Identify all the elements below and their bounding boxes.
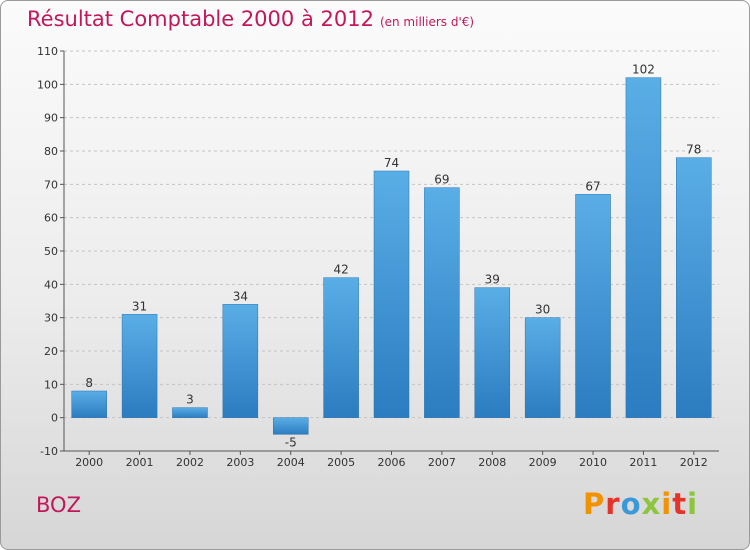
x-tick-label: 2005 <box>327 456 355 469</box>
value-label-2008: 39 <box>485 273 500 287</box>
y-tick-label: 30 <box>44 312 58 325</box>
commune-name: BOZ <box>36 493 81 517</box>
value-label-2011: 102 <box>632 63 655 77</box>
y-tick-label: 60 <box>44 212 58 225</box>
value-label-2010: 67 <box>585 179 600 193</box>
x-tick-label: 2001 <box>126 456 154 469</box>
y-tick-label: 20 <box>44 345 58 358</box>
chart-title: Résultat Comptable 2000 à 2012 (en millie… <box>27 7 474 31</box>
value-label-2003: 34 <box>233 289 248 303</box>
logo-letter: t <box>672 487 688 521</box>
y-tick-label: 0 <box>51 412 58 425</box>
value-label-2007: 69 <box>434 173 449 187</box>
bar-2010 <box>575 194 611 418</box>
x-tick-label: 2010 <box>579 456 607 469</box>
bar-2003 <box>222 304 259 418</box>
bar-2011 <box>625 77 662 418</box>
value-label-2000: 8 <box>85 376 93 390</box>
bar-2006 <box>373 170 410 418</box>
proxiti-logo: Proxiti <box>583 487 698 521</box>
data-labels: 8 31 3 34 -5 42 74 69 39 30 67 102 78 <box>85 63 701 450</box>
y-tick-label: 50 <box>44 245 58 258</box>
x-tick-label: 2002 <box>176 456 204 469</box>
bar-2000 <box>71 390 107 418</box>
x-tick-label: 2011 <box>629 456 657 469</box>
logo-letter: P <box>583 487 606 521</box>
bars <box>71 77 712 435</box>
x-tick-label: 2007 <box>428 456 456 469</box>
x-tick-label: 2012 <box>680 456 708 469</box>
chart-title-main: Résultat Comptable 2000 à 2012 <box>27 7 374 31</box>
logo-letter: o <box>620 487 642 521</box>
y-tick-label: 110 <box>37 45 58 58</box>
logo-letter: r <box>605 487 621 521</box>
x-tick-label: 2009 <box>529 456 557 469</box>
value-label-2006: 74 <box>384 156 399 170</box>
y-tick-label: 10 <box>44 378 58 391</box>
value-label-2005: 42 <box>333 263 348 277</box>
logo-letter: x <box>641 487 662 521</box>
chart-subtitle: (en milliers d'€) <box>379 15 475 29</box>
y-tick-label: 80 <box>44 145 58 158</box>
x-tick-label: 2003 <box>226 456 254 469</box>
bar-2002 <box>172 407 208 418</box>
y-tick-label: 90 <box>44 112 58 125</box>
value-label-2012: 78 <box>686 143 701 157</box>
bar-2004 <box>272 417 309 435</box>
bar-2012 <box>676 157 712 418</box>
value-label-2009: 30 <box>535 303 550 317</box>
value-label-2001: 31 <box>132 299 147 313</box>
bar-2001 <box>121 314 158 418</box>
bar-2008 <box>474 287 511 418</box>
bar-2005 <box>323 277 359 418</box>
bar-2009 <box>524 317 561 418</box>
y-tick-label: 70 <box>44 178 58 191</box>
bar-2007 <box>424 187 460 418</box>
x-tick-label: 2008 <box>478 456 506 469</box>
logo-letter: i <box>687 487 699 521</box>
value-label-2004: -5 <box>285 435 297 449</box>
x-tick-label: 2004 <box>277 456 305 469</box>
y-tick-label: 40 <box>44 278 58 291</box>
x-tick-label: 2000 <box>75 456 103 469</box>
value-label-2002: 3 <box>186 393 194 407</box>
logo-letter: i <box>661 487 673 521</box>
y-tick-label: 100 <box>37 78 58 91</box>
axes: -10 0 10 20 30 40 50 60 70 80 90 100 110 2000 2001 2002… <box>37 45 719 469</box>
x-tick-label: 2006 <box>378 456 406 469</box>
y-tick-label: -10 <box>40 445 58 458</box>
